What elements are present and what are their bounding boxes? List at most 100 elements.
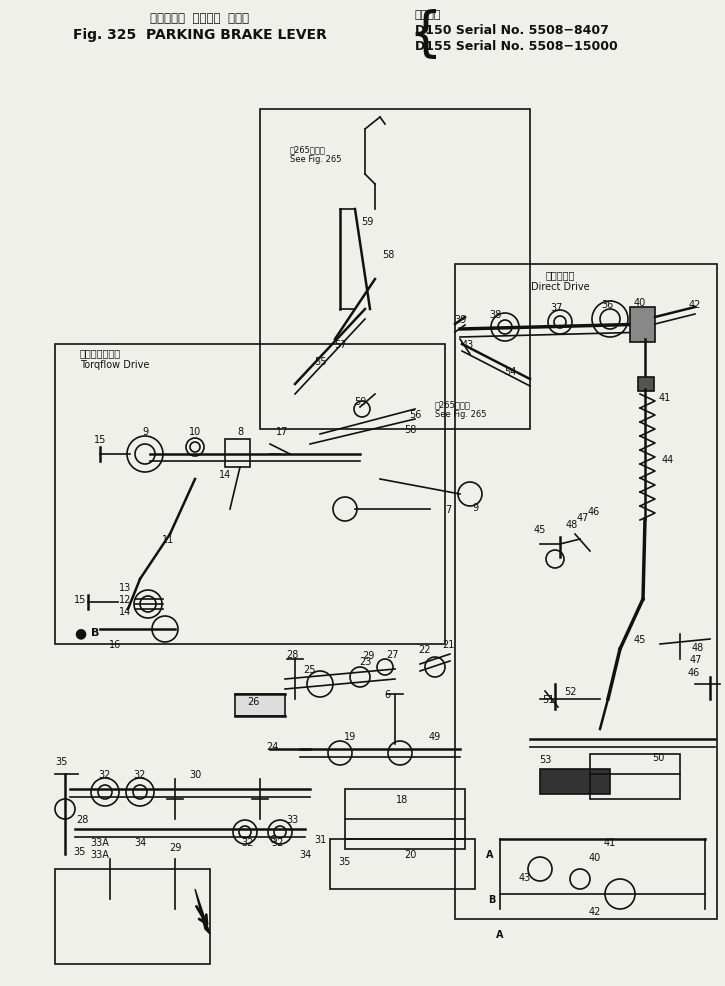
Text: パーキング  ブレーキ  レバー: パーキング ブレーキ レバー <box>151 12 249 25</box>
Text: A: A <box>486 849 494 859</box>
Text: 26: 26 <box>247 696 260 706</box>
Text: 33: 33 <box>286 814 298 824</box>
Text: 14: 14 <box>119 606 131 616</box>
Bar <box>225 440 250 467</box>
Text: 32: 32 <box>242 837 254 847</box>
Text: 14: 14 <box>219 469 231 479</box>
Text: 7: 7 <box>445 505 451 515</box>
Text: 53: 53 <box>539 754 551 764</box>
Polygon shape <box>195 889 210 934</box>
Text: See Fig. 265: See Fig. 265 <box>435 409 486 419</box>
Text: 50: 50 <box>652 752 664 762</box>
Text: 38: 38 <box>489 310 501 319</box>
Bar <box>638 378 654 391</box>
Text: 58: 58 <box>404 425 416 435</box>
Text: 31: 31 <box>314 834 326 844</box>
Text: 32: 32 <box>272 837 284 847</box>
Text: 23: 23 <box>359 657 371 667</box>
Text: Torqflow Drive: Torqflow Drive <box>80 360 149 370</box>
Text: 33A: 33A <box>91 837 109 847</box>
Text: 32: 32 <box>134 769 146 779</box>
Text: 47: 47 <box>577 513 589 523</box>
Text: 59: 59 <box>361 217 373 227</box>
Text: 12: 12 <box>119 595 131 604</box>
Bar <box>345 789 465 849</box>
Text: 58: 58 <box>382 249 394 259</box>
Text: 51: 51 <box>542 694 554 704</box>
Bar <box>235 694 285 716</box>
Text: 37: 37 <box>551 303 563 313</box>
Text: 20: 20 <box>404 849 416 859</box>
Bar <box>455 264 717 919</box>
Text: 9: 9 <box>472 503 478 513</box>
Text: 25: 25 <box>304 665 316 674</box>
Text: 40: 40 <box>589 852 601 862</box>
Text: 54: 54 <box>504 367 516 377</box>
Text: 52: 52 <box>564 686 576 696</box>
Text: 39: 39 <box>454 315 466 324</box>
Text: 6: 6 <box>384 689 390 699</box>
Text: 46: 46 <box>588 507 600 517</box>
Text: 35: 35 <box>339 856 351 866</box>
Text: A: A <box>496 929 504 939</box>
Text: B: B <box>91 627 99 637</box>
Text: 15: 15 <box>94 435 106 445</box>
Text: 32: 32 <box>99 769 111 779</box>
Text: 42: 42 <box>589 906 601 916</box>
Text: 41: 41 <box>659 392 671 402</box>
Text: 46: 46 <box>688 668 700 677</box>
Text: 6: 6 <box>269 834 275 844</box>
Text: 22: 22 <box>419 644 431 655</box>
Text: トルクフロー式: トルクフロー式 <box>80 348 121 358</box>
Text: D155 Serial No. 5508−15000: D155 Serial No. 5508−15000 <box>415 40 618 53</box>
Text: 36: 36 <box>601 300 613 310</box>
Bar <box>540 769 610 794</box>
Text: 42: 42 <box>689 300 701 310</box>
Bar <box>55 345 445 644</box>
Text: Fig. 325  PARKING BRAKE LEVER: Fig. 325 PARKING BRAKE LEVER <box>73 28 327 42</box>
Text: 30: 30 <box>189 769 201 779</box>
Text: 59: 59 <box>354 396 366 406</box>
Bar <box>630 308 655 343</box>
Text: 35: 35 <box>74 846 86 856</box>
Text: 41: 41 <box>604 837 616 847</box>
Text: 13: 13 <box>119 583 131 593</box>
Text: Direct Drive: Direct Drive <box>531 282 589 292</box>
Text: 28: 28 <box>76 814 88 824</box>
Text: 34: 34 <box>299 849 311 859</box>
Text: 18: 18 <box>396 794 408 805</box>
Text: 47: 47 <box>689 655 703 665</box>
Text: 43: 43 <box>519 872 531 882</box>
Text: 57: 57 <box>334 339 347 350</box>
Text: 24: 24 <box>266 741 278 751</box>
Text: 19: 19 <box>344 732 356 741</box>
Text: ●: ● <box>74 625 86 639</box>
Text: {: { <box>408 9 442 61</box>
Text: 第265図参照: 第265図参照 <box>290 145 326 154</box>
Text: 第265図参照: 第265図参照 <box>435 399 471 408</box>
Text: 27: 27 <box>386 650 399 660</box>
Text: 48: 48 <box>692 642 704 653</box>
Text: 29: 29 <box>362 651 374 661</box>
Text: 48: 48 <box>566 520 578 529</box>
Text: 16: 16 <box>109 639 121 650</box>
Text: 55: 55 <box>314 357 326 367</box>
Bar <box>260 109 530 430</box>
Text: 適用号機: 適用号機 <box>415 10 442 20</box>
Text: 43: 43 <box>462 339 474 350</box>
Text: 49: 49 <box>429 732 441 741</box>
Bar <box>330 839 475 889</box>
Text: 40: 40 <box>634 298 646 308</box>
Text: 11: 11 <box>162 534 174 544</box>
Text: 33A: 33A <box>90 849 109 859</box>
Text: クラッチ式: クラッチ式 <box>545 270 575 280</box>
Text: 15: 15 <box>74 595 86 604</box>
Text: 10: 10 <box>189 427 201 437</box>
Text: 56: 56 <box>409 409 421 420</box>
Text: 45: 45 <box>534 525 546 534</box>
Text: 21: 21 <box>442 639 454 650</box>
Bar <box>590 754 680 800</box>
Text: See Fig. 265: See Fig. 265 <box>290 155 341 164</box>
Text: 9: 9 <box>142 427 148 437</box>
Text: 17: 17 <box>276 427 288 437</box>
